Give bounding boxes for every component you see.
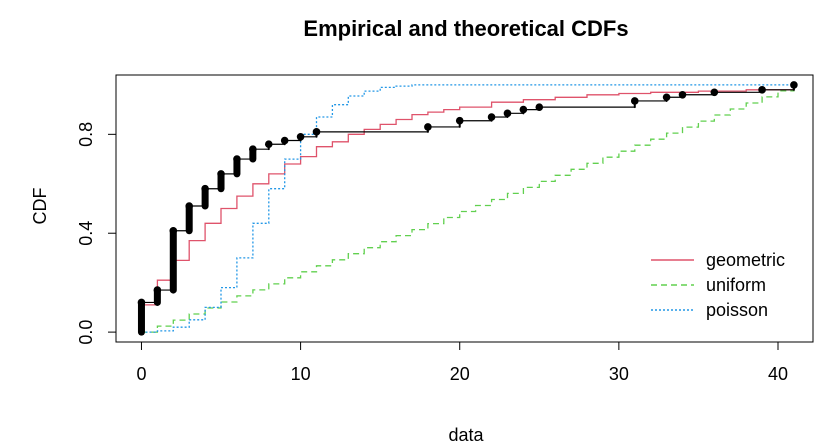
y-axis-label: CDF	[30, 188, 50, 225]
x-tick-label: 10	[291, 364, 311, 384]
legend-label-poisson: poisson	[706, 300, 768, 320]
x-tick-label: 30	[609, 364, 629, 384]
x-axis: 0 10 20 30 40	[136, 341, 788, 384]
y-tick-label: 0.4	[76, 221, 96, 246]
x-tick-label: 20	[450, 364, 470, 384]
y-tick-label: 0.0	[76, 320, 96, 345]
legend: geometric uniform poisson	[651, 250, 785, 320]
x-tick-label: 0	[136, 364, 146, 384]
y-axis: 0.0 0.4 0.8	[76, 122, 117, 345]
empirical-point	[790, 81, 798, 89]
chart-title: Empirical and theoretical CDFs	[303, 16, 628, 41]
legend-label-geometric: geometric	[706, 250, 785, 270]
empirical-cdf	[137, 81, 798, 336]
series-line-uniform	[141, 84, 795, 333]
series-layer	[141, 84, 795, 333]
series-line-poisson	[141, 84, 794, 333]
series-line-geometric	[141, 88, 795, 306]
x-tick-label: 40	[768, 364, 788, 384]
legend-label-uniform: uniform	[706, 275, 766, 295]
x-axis-label: data	[448, 425, 484, 445]
y-tick-label: 0.8	[76, 122, 96, 147]
